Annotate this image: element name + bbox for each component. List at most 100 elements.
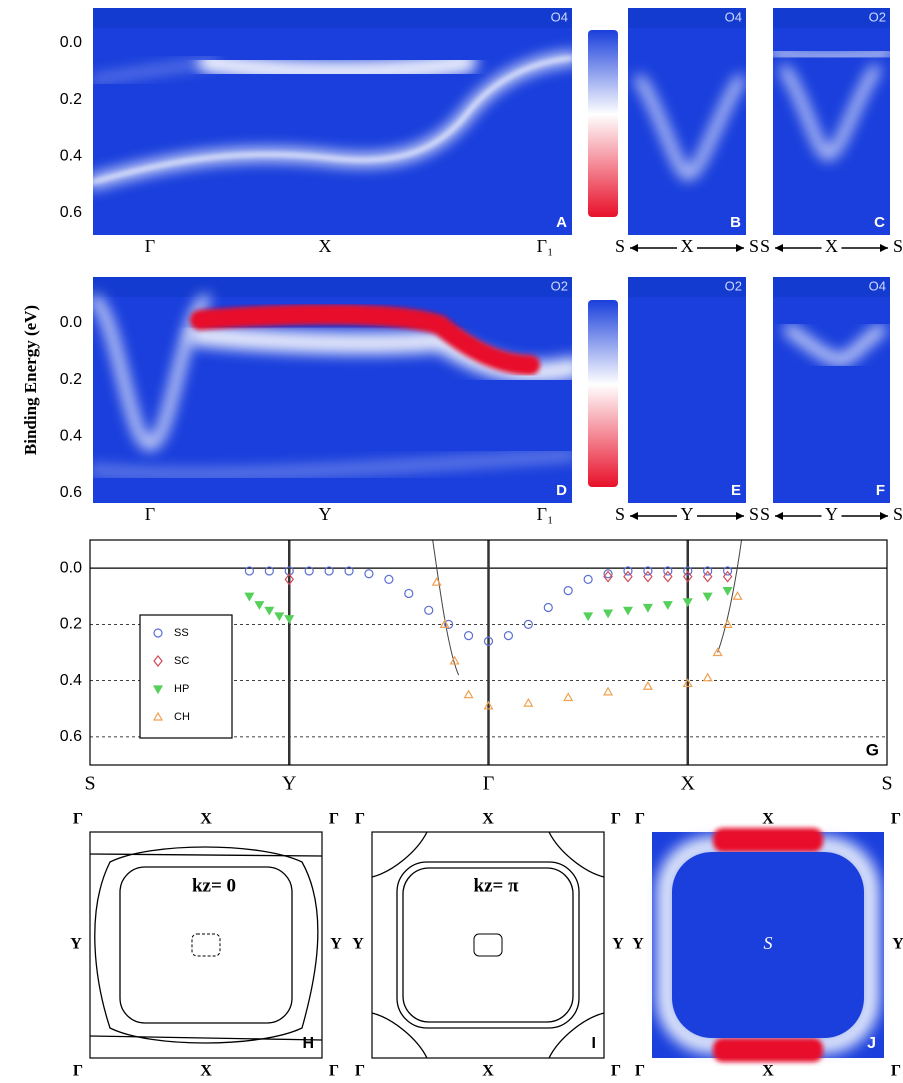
arrow-head [775, 244, 783, 252]
marker [463, 631, 474, 641]
marker [682, 678, 693, 688]
fs-contour [548, 1012, 605, 1059]
x-tick-label: S [881, 773, 892, 795]
marker [483, 636, 494, 646]
y-tick-label: 0.2 [60, 616, 82, 633]
marker [244, 592, 255, 602]
marker [583, 574, 593, 584]
fs-frame [89, 831, 323, 1059]
fs-pocket [191, 933, 221, 957]
fs-hotspot [713, 828, 823, 852]
y-tick-label: 0.6 [60, 204, 82, 221]
marker [384, 574, 394, 584]
marker [424, 605, 434, 615]
marker [364, 569, 374, 579]
edge-label: Y [70, 936, 82, 953]
corner-label: Γ [611, 811, 621, 828]
corner-label: Γ [73, 811, 83, 828]
fs-center-label: S [764, 933, 773, 953]
marker [683, 566, 693, 576]
x-tick-label: X [681, 773, 696, 795]
spectral-band [784, 324, 886, 367]
image-top-band [628, 8, 746, 28]
marker [153, 655, 163, 667]
marker [623, 570, 633, 583]
edge-label: Y [612, 936, 624, 953]
marker [244, 566, 254, 576]
marker [722, 570, 733, 583]
marker [304, 566, 314, 576]
marker [712, 647, 723, 657]
fs-title: kz= 0 [192, 875, 236, 896]
k-label: S [749, 504, 759, 524]
marker [643, 570, 653, 583]
marker [503, 631, 514, 641]
arpes-image [93, 8, 572, 235]
y-tick-label: 0.0 [60, 314, 82, 331]
k-label: S [615, 236, 625, 256]
k-label: S [749, 236, 759, 256]
panel-letter: I [592, 1035, 596, 1052]
marker [444, 619, 454, 629]
fs-contour [94, 846, 319, 1044]
edge-label: X [200, 811, 212, 828]
x-tick-label: S [84, 773, 95, 795]
fs-hotspot [713, 1038, 823, 1062]
panel-letter: H [302, 1035, 314, 1052]
y-tick-label: 0.6 [60, 484, 82, 501]
y-tick-label: 0.0 [60, 559, 82, 576]
panel-letter: D [556, 482, 567, 499]
marker [284, 615, 295, 624]
band-guide [432, 539, 460, 676]
marker [264, 606, 275, 616]
corner-label: Γ [329, 1063, 339, 1080]
marker [583, 612, 594, 622]
y-tick-label: 0.4 [60, 672, 82, 689]
edge-label: X [200, 1063, 212, 1080]
arpes-image [773, 8, 890, 235]
spectral-band [93, 295, 210, 451]
band-guide [717, 539, 743, 653]
y-tick-label: 0.6 [60, 728, 82, 745]
marker [449, 655, 460, 665]
arrow-head [630, 512, 638, 520]
marker [702, 672, 713, 682]
k-label: S [760, 236, 770, 256]
arpes-image [628, 277, 746, 503]
panel-letter: E [731, 482, 741, 499]
fs-title: kz= π [474, 875, 520, 896]
k-label: S [615, 504, 625, 524]
k-label: Y [319, 504, 332, 524]
arrow-head [880, 244, 888, 252]
panel-letter: C [874, 214, 885, 231]
marker [732, 591, 743, 600]
corner-label: Γ [635, 811, 645, 828]
marker [702, 592, 713, 602]
k-label: X [825, 236, 838, 256]
marker [284, 573, 295, 586]
marker [463, 689, 474, 699]
corner-label: Γ [355, 811, 365, 828]
fs-contour [119, 866, 293, 1024]
fs-contour [371, 1012, 428, 1059]
image-top-band [628, 277, 746, 297]
k-label: X [681, 236, 694, 256]
marker [431, 576, 442, 586]
panel-tag: O4 [869, 278, 886, 293]
legend-label: CH [174, 711, 190, 723]
marker [483, 700, 494, 710]
edge-label: Y [330, 936, 342, 953]
marker [523, 619, 533, 629]
edge-label: X [482, 1063, 494, 1080]
fs-contour [402, 867, 574, 1023]
marker [439, 619, 450, 628]
marker [603, 609, 614, 619]
legend-label: HP [174, 683, 189, 695]
corner-label: Γ [355, 1063, 365, 1080]
y-tick-label: 0.0 [60, 34, 82, 51]
image-top-band [773, 8, 890, 28]
marker [603, 570, 613, 583]
fs-contour [89, 1035, 323, 1041]
marker [663, 566, 673, 576]
